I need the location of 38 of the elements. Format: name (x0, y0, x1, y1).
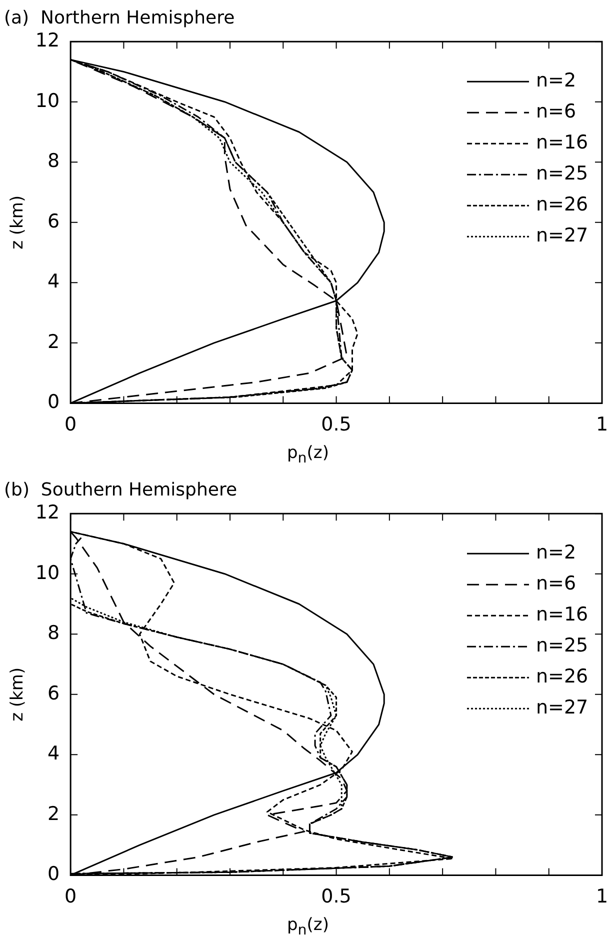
y-tick-label: 12 (35, 502, 60, 524)
y-axis-title: z (km) (8, 667, 28, 722)
legend-label: n=25 (536, 162, 588, 185)
x-tick-label: 1 (596, 414, 608, 436)
legend-label: n=16 (536, 604, 588, 626)
chart-title: (a) Northern Hemisphere (4, 7, 235, 28)
x-axis-title: p$_{n}$(z) (286, 442, 330, 466)
y-tick-label: 0 (47, 391, 60, 414)
legend-label: n=2 (536, 70, 576, 92)
y-tick-label: 8 (47, 622, 60, 644)
x-tick-label: 0.5 (321, 414, 352, 436)
legend-label: n=27 (536, 224, 588, 247)
x-axis-title: p$_{n}$(z) (286, 914, 330, 938)
y-tick-label: 6 (47, 682, 60, 704)
x-tick-label: 0 (64, 414, 77, 436)
legend-label: n=25 (536, 634, 588, 657)
x-tick-label: 0 (64, 886, 77, 908)
y-axis-title: z (km) (8, 195, 28, 250)
legend-label: n=6 (536, 572, 576, 595)
x-tick-label: 1 (596, 886, 608, 908)
legend-label: n=26 (536, 666, 588, 688)
y-tick-label: 0 (47, 863, 60, 886)
y-tick-label: 12 (35, 30, 60, 52)
legend-label: n=2 (536, 542, 576, 564)
y-tick-label: 6 (47, 210, 60, 232)
y-tick-label: 2 (47, 330, 60, 353)
y-tick-label: 10 (35, 90, 60, 112)
legend-label: n=6 (536, 100, 576, 123)
y-tick-label: 4 (47, 270, 60, 293)
x-tick-label: 0.5 (321, 886, 352, 908)
legend-label: n=16 (536, 132, 588, 154)
y-tick-label: 2 (47, 802, 60, 825)
legend-label: n=26 (536, 194, 588, 216)
y-tick-label: 8 (47, 150, 60, 172)
legend-label: n=27 (536, 696, 588, 719)
chart-title: (b) Southern Hemisphere (4, 479, 238, 500)
y-tick-label: 10 (35, 562, 60, 584)
y-tick-label: 4 (47, 742, 60, 765)
